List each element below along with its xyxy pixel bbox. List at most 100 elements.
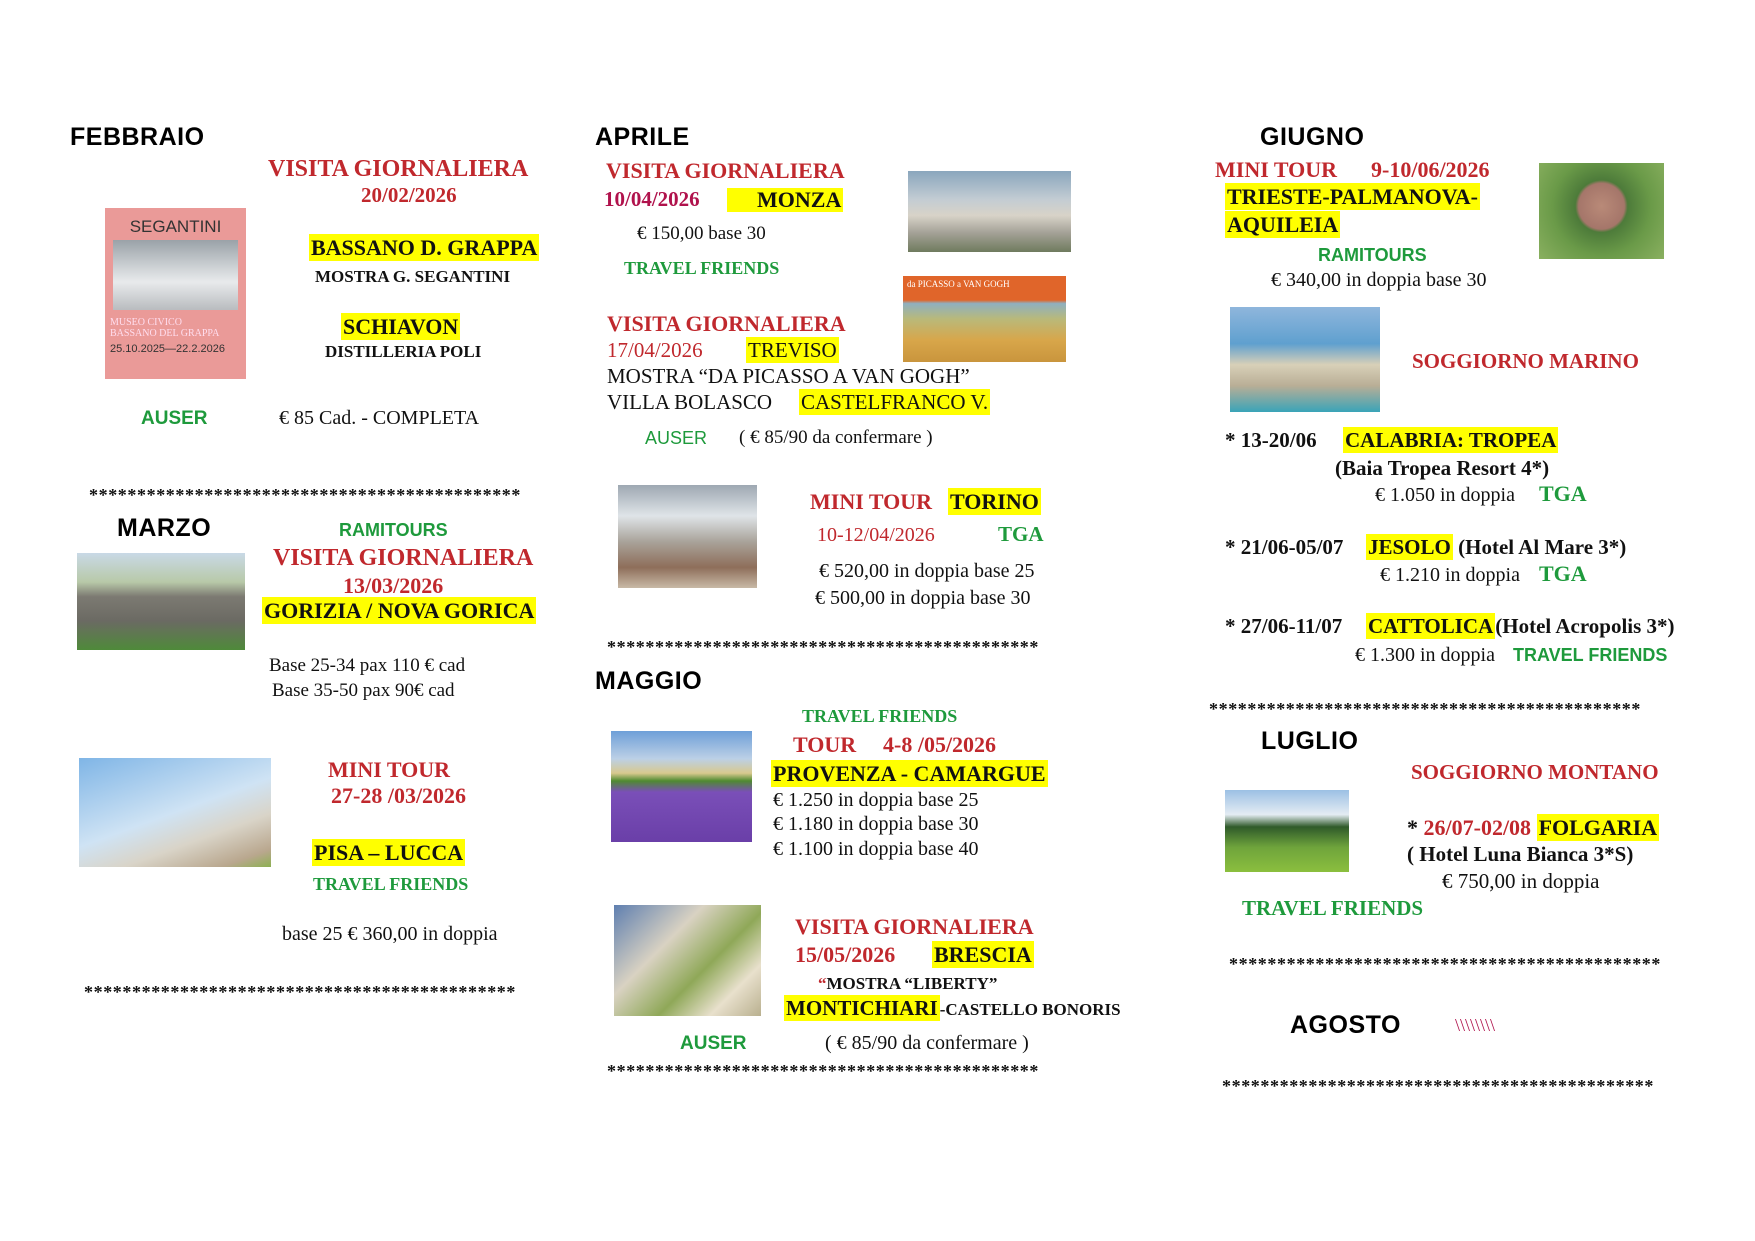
agency-label: AUSER [141,408,208,429]
stay-dates: * 21/06-05/07 [1225,535,1344,559]
trip-type: MINI TOUR [810,489,933,514]
agency-label: TRAVEL FRIENDS [1513,645,1668,665]
agency-label: RAMITOURS [339,520,448,540]
destination: CATTOLICA(Hotel Acropolis 3*) [1366,613,1675,639]
exhibit: “MOSTRA “LIBERTY” [818,974,998,993]
destination: CASTELFRANCO V. [799,389,991,415]
destination: PROVENZA - CAMARGUE [771,760,1048,787]
price: € 1.050 in doppia [1375,484,1515,506]
torino-mole-image [618,485,757,588]
price: € 150,00 base 30 [637,223,766,244]
destination: CALABRIA: TROPEA [1343,427,1559,453]
trip-type: VISITA GIORNALIERA [273,545,534,571]
trip-date: 17/04/2026 [607,338,703,362]
folgaria-meadow-image [1225,790,1349,872]
month-giugno: GIUGNO [1260,123,1365,151]
agency-label: AUSER [680,1033,747,1054]
destination: TREVISO [746,337,839,363]
separator: ****************************************… [89,486,521,504]
monza-villa-image [908,171,1071,252]
banner-title: da PICASSO a VAN GOGH [907,279,1010,289]
destination: BRESCIA [932,941,1034,968]
agency-label: TRAVEL FRIENDS [624,258,780,278]
trip-type: VISITA GIORNALIERA [607,311,846,336]
trip-type: MINI TOUR [1215,157,1338,182]
trip-date: 15/05/2026 [795,942,896,967]
price: € 520,00 in doppia base 25 [819,560,1035,582]
trip-date: 4-8 /05/2026 [883,732,997,757]
trip-date: 9-10/06/2026 [1371,157,1490,182]
destination-detail: MOSTRA G. SEGANTINI [315,267,511,286]
trip-date: 10-12/04/2026 [817,524,935,546]
segantini-poster-image: SEGANTINI MUSEO CIVICO BASSANO DEL GRAPPA… [105,208,246,379]
liberty-painting-image [614,905,761,1016]
price: ( € 85/90 da confermare ) [739,427,933,448]
price: € 85 Cad. - COMPLETA [279,407,480,429]
separator: ****************************************… [607,1062,1039,1080]
price: € 1.210 in doppia [1380,564,1520,586]
price: ( € 85/90 da confermare ) [825,1032,1029,1054]
price: € 1.180 in doppia base 30 [773,813,979,835]
destination: BASSANO D. GRAPPA [309,234,540,261]
exhibit: MOSTRA “DA PICASSO A VAN GOGH” [607,364,970,388]
month-agosto: AGOSTO [1290,1011,1401,1039]
destination: AQUILEIA [1225,211,1341,238]
month-luglio: LUGLIO [1261,727,1359,755]
separator: ****************************************… [84,983,516,1001]
trip-date: 10/04/2026 [604,187,700,211]
destination: TORINO [948,488,1041,515]
tropea-image [1230,307,1380,412]
agency-label: AUSER [645,428,708,448]
venue: VILLA BOLASCO [607,390,773,414]
agency-label: TGA [998,522,1044,546]
destination: MONTICHIARI -CASTELLO BONORIS [784,995,1121,1021]
picasso-van-gogh-banner-image: da PICASSO a VAN GOGH [903,276,1066,362]
price: base 25 € 360,00 in doppia [282,923,498,945]
hotel: ( Hotel Luna Bianca 3*S) [1407,842,1634,866]
price: € 750,00 in doppia [1442,869,1600,893]
poster-painting [113,240,238,310]
palmanova-aerial-image [1539,163,1664,259]
provence-lavender-image [611,731,752,842]
separator: ****************************************… [607,638,1039,656]
section-title: SOGGIORNO MONTANO [1411,760,1659,784]
destination: TRIESTE-PALMANOVA- [1225,183,1480,210]
agency-label: TGA [1539,561,1587,586]
separator: ****************************************… [1222,1077,1654,1095]
price: € 500,00 in doppia base 30 [815,587,1031,609]
poster-dates: 25.10.2025—22.2.2026 [110,343,225,355]
price: Base 25-34 pax 110 € cad [269,655,466,676]
trip-date: 20/02/2026 [361,183,457,207]
pisa-tower-image [79,758,271,867]
month-aprile: APRILE [595,123,690,151]
destination: PISA – LUCCA [312,839,466,866]
destination: MONZA [727,188,844,212]
stay-dates: * 27/06-11/07 [1225,614,1343,638]
trip-date: 27-28 /03/2026 [331,783,467,808]
price: € 1.100 in doppia base 40 [773,838,979,860]
separator: ****************************************… [1229,955,1661,973]
agency-label: TGA [1539,481,1587,506]
trip-type: VISITA GIORNALIERA [795,914,1034,939]
agency-label: TRAVEL FRIENDS [313,874,469,894]
destination: JESOLO (Hotel Al Mare 3*) [1366,534,1627,560]
section-title: SOGGIORNO MARINO [1412,349,1639,373]
price: € 340,00 in doppia base 30 [1271,269,1487,291]
destination-detail: DISTILLERIA POLI [325,342,482,361]
agency-label: RAMITOURS [1318,245,1427,265]
agency-label: TRAVEL FRIENDS [1242,896,1424,920]
price: Base 35-50 pax 90€ cad [272,680,455,701]
price: € 1.250 in doppia base 25 [773,789,979,811]
no-trips-mark: \\\\\\\\ [1455,1015,1496,1035]
destination: GORIZIA / NOVA GORICA [262,597,537,624]
month-maggio: MAGGIO [595,667,703,695]
trip-type: MINI TOUR [328,757,451,782]
month-febbraio: FEBBRAIO [70,123,205,151]
poster-venue: MUSEO CIVICO BASSANO DEL GRAPPA [110,317,220,339]
trip-type: VISITA GIORNALIERA [606,158,845,183]
stay-dates: * 26/07-02/08 FOLGARIA [1407,814,1660,841]
stay-dates: * 13-20/06 [1225,428,1317,452]
poster-title: SEGANTINI [129,217,222,236]
trip-date: 13/03/2026 [343,573,444,598]
agency-label: TRAVEL FRIENDS [802,706,958,726]
